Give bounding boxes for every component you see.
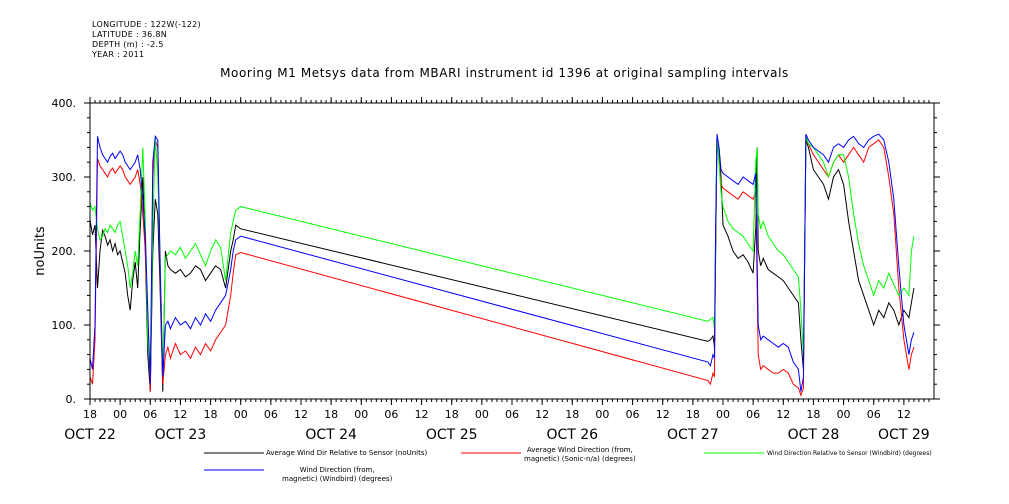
x-hour-label: 00 [837,408,851,421]
x-hour-label: 06 [867,408,881,421]
y-tick-label: 100. [52,319,77,332]
series-line-0 [90,139,915,392]
y-tick-label: 300. [52,171,77,184]
x-hour-label: 06 [505,408,519,421]
longitude-label: LONGITUDE : 122W(-122) [92,20,201,29]
legend-item-average-wind-dir-relative: Average Wind Dir Relative to Sensor (noU… [266,449,427,458]
x-hour-label: 12 [776,408,790,421]
plot-frame [89,102,935,400]
x-hour-label: 06 [746,408,760,421]
x-day-label: OCT 22 [64,427,116,443]
x-hour-label: 18 [565,408,579,421]
depth-label: DEPTH (m) : -2.5 [92,40,164,49]
legend-label-line2: magnetic) (Windbird) (degrees) [282,475,393,483]
x-hour-label: 00 [475,408,489,421]
legend-item-wind-direction-windbird: Wind Direction (from, magnetic) (Windbir… [282,466,392,484]
x-day-label: OCT 23 [155,427,207,443]
legend-label-line1: Wind Direction (from, [299,466,375,474]
x-hour-label: 06 [384,408,398,421]
legend-item-average-wind-direction-sonic: Average Wind Direction (from, magnetic) … [524,446,636,464]
y-axis-label: noUnits [33,226,48,276]
x-hour-label: 18 [324,408,338,421]
year-label: YEAR : 2011 [92,50,145,59]
x-hour-label: 00 [595,408,609,421]
legend-label-line1: Average Wind Direction (from, [526,446,633,454]
x-hour-label: 00 [716,408,730,421]
chart-title: Mooring M1 Metsys data from MBARI instru… [220,66,789,80]
x-hour-label: 18 [686,408,700,421]
x-hour-label: 12 [294,408,308,421]
series-line-3 [90,133,915,392]
x-hour-label: 18 [806,408,820,421]
x-hour-label: 00 [113,408,127,421]
x-day-label: OCT 28 [788,427,840,443]
y-tick-label: 0. [66,393,77,406]
x-hour-label: 00 [234,408,248,421]
x-day-label: OCT 26 [546,427,598,443]
x-day-label: OCT 25 [426,427,478,443]
y-tick-label: 200. [52,245,77,258]
x-hour-label: 12 [897,408,911,421]
x-hour-label: 06 [264,408,278,421]
x-hour-label: 06 [626,408,640,421]
x-day-label: OCT 27 [667,427,719,443]
x-hour-label: 18 [83,408,97,421]
x-hour-label: 12 [173,408,187,421]
x-hour-label: 12 [415,408,429,421]
station-metadata: LONGITUDE : 122W(-122) LATITUDE : 36.8N … [92,20,201,60]
x-hour-label: 12 [535,408,549,421]
x-hour-label: 06 [143,408,157,421]
series-line-2 [90,136,915,377]
x-hour-label: 12 [656,408,670,421]
legend-label: Average Wind Dir Relative to Sensor (noU… [266,449,428,457]
legend-label: Wind Direction Relative to Sensor (Windb… [767,450,932,457]
x-hour-label: 18 [204,408,218,421]
legend-item-wind-direction-relative-windbird: Wind Direction Relative to Sensor (Windb… [767,449,932,458]
x-hour-label: 18 [445,408,459,421]
legend-label-line2: magnetic) (Sonic-n/a) (degrees) [524,455,636,463]
x-day-label: OCT 29 [878,427,930,443]
y-tick-label: 400. [52,97,77,110]
x-day-label: OCT 24 [305,427,357,443]
latitude-label: LATITUDE : 36.8N [92,30,168,39]
x-hour-label: 00 [354,408,368,421]
series-line-1 [90,134,915,397]
